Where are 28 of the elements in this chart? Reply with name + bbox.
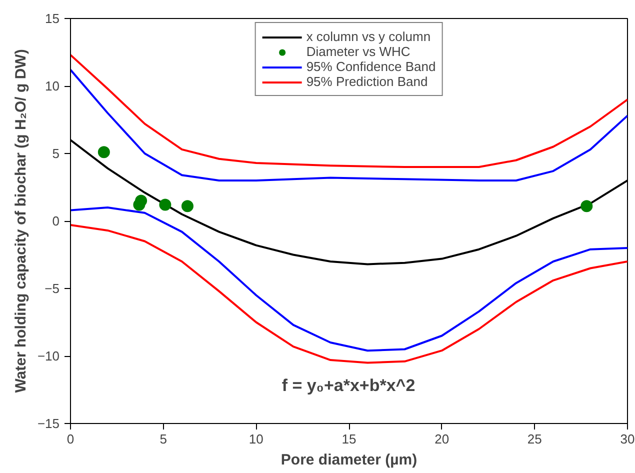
x-tick-label: 30 [620,432,635,446]
line-series [70,224,628,364]
y-tick-label: −5 [44,281,60,296]
point [181,200,194,212]
y-tick-label: 10 [45,78,60,94]
y-axis-title: Water holding capacity of biochar (g H₂O/ g DW) [12,49,30,393]
x-tick-label: 20 [434,432,450,446]
y-tick-label: 0 [52,214,60,228]
point [98,146,110,158]
y-tick-label: −15 [37,416,60,431]
x-tick-label: 5 [160,432,167,446]
x-tick-label: 10 [248,432,264,446]
line-series [70,206,628,352]
annotation: f = y₀+a*x+b*x^2 [282,376,416,395]
legend-label: Diameter vs WHC [306,44,410,59]
point [135,194,148,207]
legend-label: 95% Prediction Band [306,74,428,89]
x-tick-label: 0 [66,432,74,446]
x-axis-title: Pore diameter (µm) [280,452,418,468]
x-tick-label: 15 [342,432,356,446]
y-tick-label: 15 [45,11,60,26]
legend-label: x column vs y column [306,29,431,44]
point [580,200,593,212]
x-tick-label: 25 [527,432,542,446]
y-tick-label: −10 [37,348,60,364]
point [159,198,172,211]
legend-label: 95% Confidence Band [306,59,436,74]
y-tick-label: 5 [52,146,60,161]
